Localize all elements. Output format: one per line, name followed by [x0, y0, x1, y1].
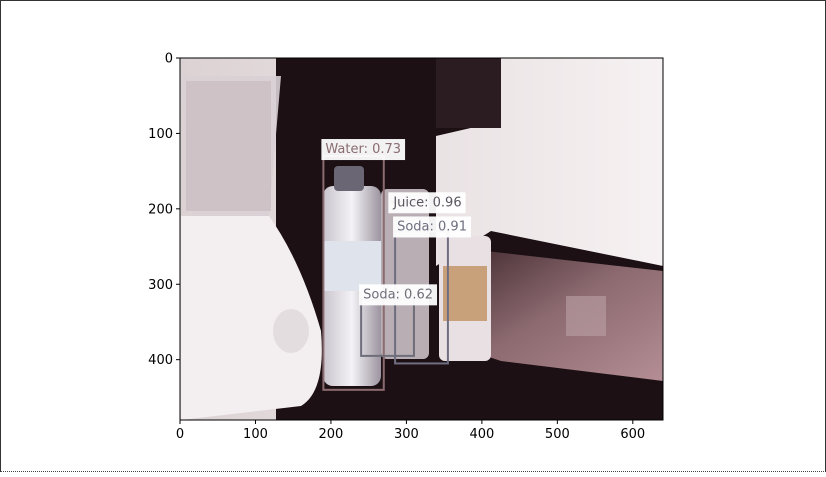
detection-label: Water: 0.73 — [325, 142, 401, 157]
detections: Water: 0.73 Juice: 0.96 Soda: 0.91 Soda: 0.… — [321, 139, 471, 391]
photograph — [180, 58, 663, 420]
detection-3: Soda: 0.62 — [359, 284, 438, 357]
detection-label: Juice: 0.96 — [392, 195, 461, 210]
detection-label: Soda: 0.62 — [363, 287, 433, 302]
detection-1: Juice: 0.96 — [388, 192, 466, 214]
x-tick-label: 200 — [319, 427, 344, 442]
axes-spine — [179, 57, 664, 421]
y-tick-label: 0 — [165, 52, 173, 67]
x-tick-label: 300 — [394, 427, 419, 442]
label-background — [321, 139, 406, 161]
label-background — [393, 216, 471, 238]
detection-label: Soda: 0.91 — [397, 219, 467, 234]
x-tick-label: 600 — [620, 427, 645, 442]
x-axis: 0 100 200 300 400 500 600 — [176, 420, 645, 442]
detection-0: Water: 0.73 — [321, 139, 406, 391]
x-tick-label: 500 — [545, 427, 570, 442]
y-tick-label: 200 — [148, 202, 173, 217]
x-tick-label: 0 — [176, 427, 184, 442]
y-tick-label: 100 — [148, 127, 173, 142]
y-tick-label: 300 — [148, 278, 173, 293]
y-tick-label: 400 — [148, 353, 173, 368]
label-background — [388, 192, 466, 214]
label-background — [359, 284, 438, 306]
y-axis: 0 100 200 300 400 — [148, 52, 180, 368]
x-tick-label: 100 — [243, 427, 268, 442]
x-tick-label: 400 — [469, 427, 494, 442]
